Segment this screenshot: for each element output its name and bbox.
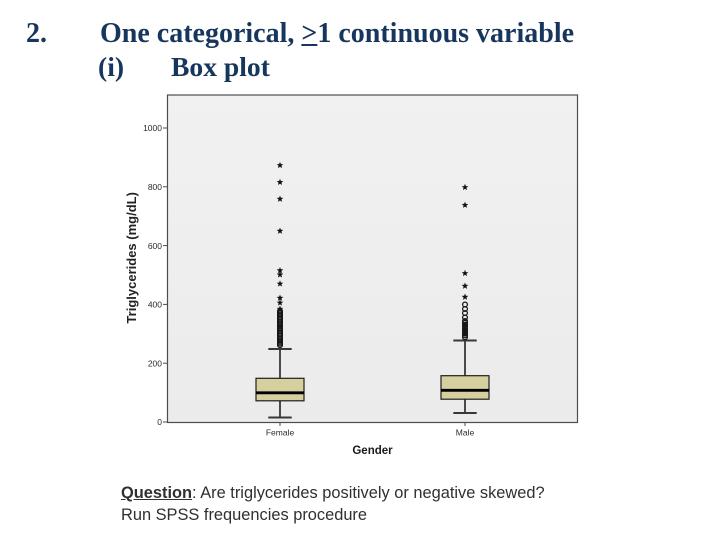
svg-text:Male: Male xyxy=(456,428,475,438)
svg-text:1000: 1000 xyxy=(143,123,162,133)
svg-text:Triglycerides (mg/dL): Triglycerides (mg/dL) xyxy=(124,192,139,323)
svg-text:Gender: Gender xyxy=(352,445,393,457)
svg-text:400: 400 xyxy=(148,300,162,310)
svg-text:Female: Female xyxy=(266,428,295,438)
svg-text:0: 0 xyxy=(157,417,162,427)
svg-text:800: 800 xyxy=(148,182,162,192)
svg-text:600: 600 xyxy=(148,241,162,251)
svg-text:200: 200 xyxy=(148,358,162,368)
